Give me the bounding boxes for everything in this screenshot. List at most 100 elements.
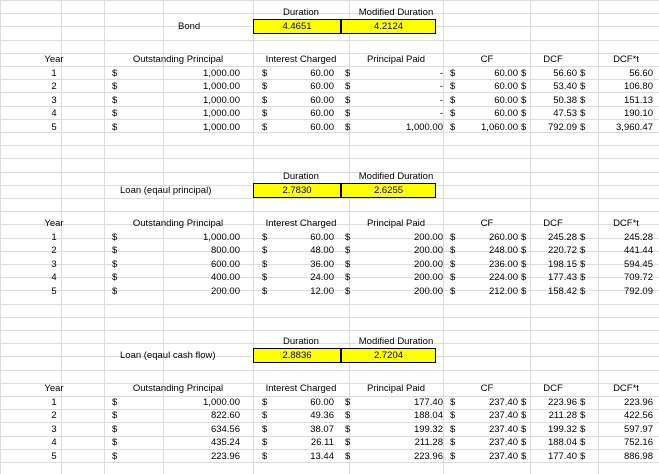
currency-symbol[interactable]: $ (345, 397, 351, 408)
col-header-year[interactable]: Year (44, 54, 64, 65)
cell-dcf-t[interactable]: 792.09 (623, 285, 653, 297)
cell-dcf[interactable]: 50.38 (553, 94, 577, 106)
currency-symbol[interactable]: $ (345, 121, 351, 133)
cell-principal-paid[interactable]: 200.00 (413, 232, 443, 243)
col-header-cf[interactable]: CF (480, 383, 494, 394)
cell-year[interactable]: 1 (51, 397, 57, 408)
currency-symbol[interactable]: $ (345, 437, 351, 449)
currency-symbol[interactable]: $ (521, 68, 527, 79)
cell-outstanding-principal[interactable]: 822.60 (210, 410, 240, 422)
cell-dcf-t[interactable]: 886.98 (623, 450, 653, 462)
currency-symbol[interactable]: $ (262, 108, 268, 120)
currency-symbol[interactable]: $ (112, 258, 118, 270)
currency-symbol[interactable]: $ (521, 423, 527, 435)
cell-outstanding-principal[interactable]: 1,000.00 (203, 81, 240, 93)
currency-symbol[interactable]: $ (521, 245, 527, 257)
currency-symbol[interactable]: $ (450, 450, 456, 462)
cell-dcf[interactable]: 53.40 (553, 81, 577, 93)
cell-outstanding-principal[interactable]: 200.00 (210, 285, 240, 297)
currency-symbol[interactable]: $ (262, 410, 268, 422)
currency-symbol[interactable]: $ (112, 437, 118, 449)
currency-symbol[interactable]: $ (521, 232, 527, 243)
cell-cf[interactable]: 237.40 (488, 450, 518, 462)
currency-symbol[interactable]: $ (345, 94, 351, 106)
currency-symbol[interactable]: $ (521, 94, 527, 106)
currency-symbol[interactable]: $ (580, 437, 586, 449)
cell-principal-paid[interactable]: 200.00 (413, 245, 443, 257)
cell-year[interactable]: 3 (51, 423, 57, 435)
currency-symbol[interactable]: $ (262, 245, 268, 257)
cell-cf[interactable]: 236.00 (488, 258, 518, 270)
duration-value[interactable]: 2.7830 (253, 183, 341, 198)
cell-year[interactable]: 2 (51, 410, 57, 422)
cell-dcf-t[interactable]: 223.96 (623, 397, 653, 408)
currency-symbol[interactable]: $ (262, 285, 268, 297)
currency-symbol[interactable]: $ (521, 81, 527, 93)
cell-interest-charged[interactable]: 48.00 (310, 245, 334, 257)
currency-symbol[interactable]: $ (112, 397, 118, 408)
cell-principal-paid[interactable]: - (439, 108, 443, 120)
currency-symbol[interactable]: $ (521, 121, 527, 133)
cell-principal-paid[interactable]: 211.28 (414, 437, 443, 449)
col-header-dcf[interactable]: DCF (543, 383, 563, 394)
cell-interest-charged[interactable]: 60.00 (310, 397, 334, 408)
duration-value[interactable]: 4.4651 (253, 19, 341, 34)
cell-interest-charged[interactable]: 60.00 (310, 121, 334, 133)
col-header-dcf-t[interactable]: DCF*t (613, 383, 639, 394)
section-label[interactable]: Bond (178, 21, 201, 32)
currency-symbol[interactable]: $ (112, 121, 118, 133)
currency-symbol[interactable]: $ (450, 272, 456, 284)
cell-interest-charged[interactable]: 38.07 (310, 423, 334, 435)
currency-symbol[interactable]: $ (450, 108, 456, 120)
cell-cf[interactable]: 60.00 (494, 81, 518, 93)
currency-symbol[interactable]: $ (345, 410, 351, 422)
cell-interest-charged[interactable]: 12.00 (310, 285, 334, 297)
duration-value[interactable]: 2.8836 (253, 348, 341, 363)
cell-interest-charged[interactable]: 60.00 (310, 68, 334, 79)
cell-outstanding-principal[interactable]: 1,000.00 (203, 397, 240, 408)
cell-outstanding-principal[interactable]: 435.24 (210, 437, 240, 449)
col-header-outstanding-principal[interactable]: Outstanding Principal (132, 218, 224, 229)
cell-dcf-t[interactable]: 151.13 (623, 94, 653, 106)
currency-symbol[interactable]: $ (112, 410, 118, 422)
cell-dcf[interactable]: 177.40 (547, 450, 577, 462)
cell-year[interactable]: 1 (51, 232, 57, 243)
currency-symbol[interactable]: $ (345, 285, 351, 297)
modified-duration-header[interactable]: Modified Duration (358, 171, 434, 182)
cell-dcf-t[interactable]: 752.16 (623, 437, 653, 449)
cell-principal-paid[interactable]: - (439, 68, 443, 79)
currency-symbol[interactable]: $ (345, 108, 351, 120)
cell-outstanding-principal[interactable]: 600.00 (210, 258, 240, 270)
cell-dcf[interactable]: 792.09 (547, 121, 577, 133)
col-header-dcf[interactable]: DCF (543, 54, 563, 65)
currency-symbol[interactable]: $ (112, 232, 118, 243)
currency-symbol[interactable]: $ (112, 245, 118, 257)
cell-outstanding-principal[interactable]: 1,000.00 (203, 68, 240, 79)
currency-symbol[interactable]: $ (580, 121, 586, 133)
currency-symbol[interactable]: $ (262, 272, 268, 284)
cell-interest-charged[interactable]: 49.36 (310, 410, 334, 422)
currency-symbol[interactable]: $ (450, 81, 456, 93)
currency-symbol[interactable]: $ (580, 410, 586, 422)
currency-symbol[interactable]: $ (112, 68, 118, 79)
col-header-cf[interactable]: CF (480, 54, 494, 65)
cell-dcf-t[interactable]: 441.44 (623, 245, 653, 257)
cell-dcf-t[interactable]: 56.60 (629, 68, 653, 79)
duration-header[interactable]: Duration (283, 171, 319, 182)
cell-principal-paid[interactable]: - (439, 81, 443, 93)
cell-dcf-t[interactable]: 3,960.47 (616, 121, 653, 133)
col-header-outstanding-principal[interactable]: Outstanding Principal (132, 383, 224, 394)
currency-symbol[interactable]: $ (345, 232, 351, 243)
currency-symbol[interactable]: $ (450, 397, 456, 408)
cell-dcf[interactable]: 220.72 (547, 245, 577, 257)
col-header-dcf-t[interactable]: DCF*t (613, 218, 639, 229)
cell-year[interactable]: 4 (51, 272, 57, 284)
cell-dcf[interactable]: 47.53 (553, 108, 577, 120)
currency-symbol[interactable]: $ (112, 108, 118, 120)
currency-symbol[interactable]: $ (580, 272, 586, 284)
currency-symbol[interactable]: $ (521, 397, 527, 408)
currency-symbol[interactable]: $ (450, 94, 456, 106)
cell-cf[interactable]: 248.00 (488, 245, 518, 257)
cell-year[interactable]: 1 (51, 68, 57, 79)
